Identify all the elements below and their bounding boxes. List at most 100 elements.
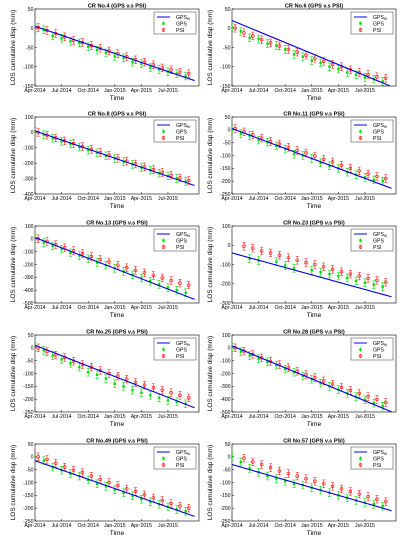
gps-point xyxy=(354,73,358,77)
psi-point xyxy=(98,477,102,482)
legend-fit-subscript: fit xyxy=(384,125,387,129)
gps-point xyxy=(283,147,287,151)
y-tick-label: -400 xyxy=(23,288,33,294)
x-axis-label: Time xyxy=(110,312,125,319)
x-tick-label: Jul-2014 xyxy=(52,305,72,311)
gps-point xyxy=(35,456,37,460)
legend-fit-subscript: fit xyxy=(187,17,190,21)
gps-point xyxy=(232,26,234,29)
y-tick-label: -200 xyxy=(220,282,230,288)
psi-point xyxy=(160,276,164,280)
gps-fit-line xyxy=(232,128,392,189)
legend-box xyxy=(153,228,197,252)
gps-fit-line xyxy=(232,20,392,86)
legend-psi-label: PSI xyxy=(373,354,381,360)
legend-gps-label: GPS xyxy=(373,239,384,245)
gps-fit-line xyxy=(232,252,392,298)
plot-frame xyxy=(231,334,397,413)
x-tick-label: Apr-2015 xyxy=(328,88,349,94)
gps-fit-line xyxy=(35,460,195,517)
psi-point xyxy=(330,267,335,272)
x-tick-label: Oct-2014 xyxy=(78,523,99,529)
y-tick-label: -200 xyxy=(23,262,33,268)
x-tick-label: Jul-2014 xyxy=(52,523,72,529)
legend-psi-swatch xyxy=(358,136,363,140)
psi-point xyxy=(187,396,191,400)
x-tick-label: Oct-2014 xyxy=(275,523,296,529)
psi-point xyxy=(295,148,299,153)
legend-fit-subscript: fit xyxy=(187,452,190,456)
gps-point xyxy=(166,399,170,402)
gps-point xyxy=(86,478,90,482)
y-tick-label: 50 xyxy=(225,7,231,13)
gps-point xyxy=(122,56,125,60)
psi-point xyxy=(268,41,273,45)
gps-point xyxy=(95,261,99,264)
psi-point xyxy=(366,276,370,281)
series-group xyxy=(35,127,195,187)
legend-box xyxy=(153,11,197,35)
gps-point xyxy=(275,477,278,480)
gps-point xyxy=(175,288,179,292)
psi-point xyxy=(357,274,361,278)
x-tick-label: Jul-2014 xyxy=(249,196,269,202)
gps-point xyxy=(319,61,322,65)
y-tick-label: -100 xyxy=(220,65,230,71)
chart-panel: CR No.49 (GPS v.s PSI) 50 0 -50 -100 -150 -200… xyxy=(10,439,200,537)
legend-fit-label: GPSfit xyxy=(176,341,190,347)
gps-point xyxy=(42,349,46,352)
gps-point xyxy=(319,161,322,164)
gps-point xyxy=(239,132,243,135)
gps-point xyxy=(248,354,251,357)
y-tick-label: -100 xyxy=(220,262,230,268)
gps-point xyxy=(51,34,54,38)
legend-fit-label: GPSfit xyxy=(373,232,387,238)
gps-point xyxy=(283,264,287,267)
x-tick-label: Jul-2015 xyxy=(355,414,375,420)
y-tick-label: 0 xyxy=(228,243,231,249)
x-tick-label: Oct-2014 xyxy=(275,305,296,311)
psi-point xyxy=(322,157,326,162)
gps-point xyxy=(248,467,251,470)
gps-point xyxy=(381,179,384,183)
psi-point xyxy=(277,469,282,473)
x-tick-label: Jul-2015 xyxy=(158,88,178,94)
gps-point xyxy=(140,276,143,280)
gps-point xyxy=(381,405,384,408)
gps-point xyxy=(319,381,322,385)
x-tick-label: Jul-2015 xyxy=(158,305,178,311)
gps-point xyxy=(363,398,367,402)
x-tick-label: Apr-2014 xyxy=(221,305,242,311)
legend-fit-label: GPSfit xyxy=(176,232,190,238)
gps-point xyxy=(292,371,296,374)
x-tick-label: Apr-2014 xyxy=(221,414,242,420)
y-tick-label: 100 xyxy=(25,115,34,121)
x-tick-label: Oct-2014 xyxy=(275,196,296,202)
gps-point xyxy=(283,480,287,483)
gps-point xyxy=(363,76,367,79)
x-tick-label: Apr-2015 xyxy=(131,196,152,202)
y-tick-label: -250 xyxy=(23,519,33,525)
psi-point xyxy=(286,47,290,52)
gps-point xyxy=(184,510,187,513)
x-tick-label: Apr-2014 xyxy=(24,305,45,311)
psi-point xyxy=(313,262,317,267)
psi-point xyxy=(339,487,344,491)
gps-point xyxy=(35,345,37,348)
psi-point xyxy=(169,68,173,72)
y-tick-label: -50 xyxy=(223,45,231,51)
psi-point xyxy=(304,151,308,155)
y-tick-label: -50 xyxy=(223,467,231,473)
series-group xyxy=(35,452,195,517)
gps-point xyxy=(239,350,243,353)
psi-point xyxy=(62,465,67,469)
gps-point xyxy=(42,133,46,136)
gps-point xyxy=(175,72,179,75)
psi-point xyxy=(339,163,344,167)
y-axis-label: LOS cumulative disp (mm) xyxy=(10,10,17,85)
y-axis-label: LOS cumulative disp (mm) xyxy=(207,227,214,302)
x-tick-label: Jul-2015 xyxy=(355,88,375,94)
legend-fit-subscript: fit xyxy=(384,343,387,347)
